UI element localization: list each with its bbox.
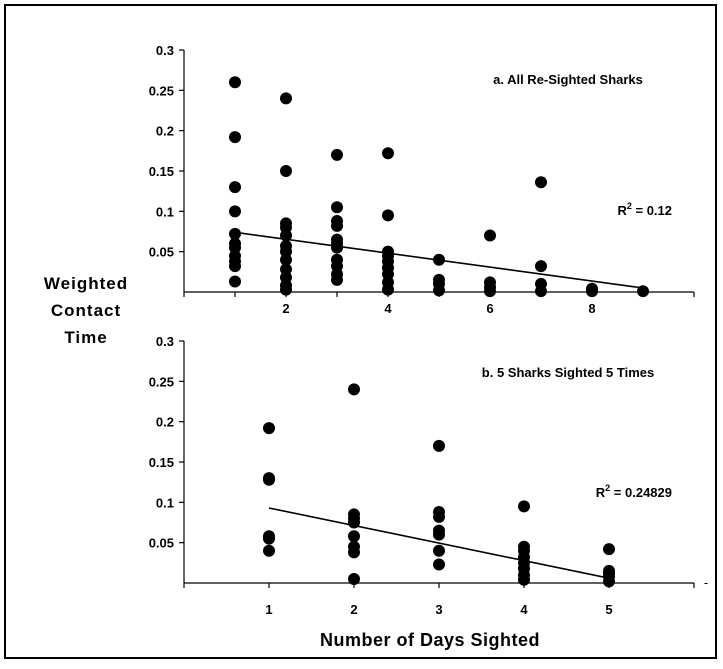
data-point: [229, 260, 241, 273]
data-point: [280, 253, 292, 266]
x-tick-label: 8: [588, 301, 595, 316]
data-point: [433, 284, 445, 297]
figure-border: [4, 4, 717, 659]
y-tick-label: 0.1: [156, 204, 174, 219]
data-point: [433, 253, 445, 266]
r-squared-label: R2 = 0.24829: [596, 483, 672, 500]
data-point: [263, 532, 275, 545]
x-tick-label: 2: [282, 301, 289, 316]
x-tick-label: 6: [486, 301, 493, 316]
r-squared-label: R2 = 0.12: [617, 201, 672, 218]
data-point: [433, 544, 445, 557]
panel-b: 0.05 0.1 0.15 0.2 0.25 0.3 1 2 3 4 5 b. 5 Sharks Si…: [149, 334, 695, 617]
data-point: [348, 516, 360, 529]
y-axis-label-line-2: Contact: [51, 301, 121, 320]
data-point: [348, 546, 360, 559]
data-point: [331, 148, 343, 161]
data-point: [382, 209, 394, 222]
data-point: [637, 285, 649, 298]
data-point: [484, 229, 496, 242]
data-point: [331, 241, 343, 254]
y-tick-label: 0.25: [149, 83, 174, 98]
data-point: [348, 572, 360, 585]
data-point: [433, 510, 445, 523]
data-point: [518, 500, 530, 513]
y-tick-label: 0.25: [149, 374, 174, 389]
data-point: [484, 285, 496, 298]
panel-a: 0.05 0.1 0.15 0.2 0.25 0.3 2 4 6 8 a. All Re-Sight…: [149, 43, 695, 316]
data-point: [331, 201, 343, 214]
y-tick-label: 0.3: [156, 334, 174, 349]
y-tick-label: 0.15: [149, 164, 174, 179]
edge-mark: -: [704, 575, 708, 590]
data-point: [535, 176, 547, 189]
x-tick-label: 4: [520, 602, 528, 617]
data-point: [603, 543, 615, 556]
y-tick-label: 0.15: [149, 455, 174, 470]
y-tick-label: 0.05: [149, 245, 174, 260]
data-point: [263, 544, 275, 557]
data-point: [518, 573, 530, 586]
data-point: [433, 439, 445, 452]
data-point: [433, 528, 445, 541]
data-point: [229, 205, 241, 218]
data-point: [433, 558, 445, 571]
data-point: [280, 283, 292, 296]
y-tick-label: 0.2: [156, 124, 174, 139]
y-tick-label: 0.05: [149, 536, 174, 551]
x-tick-label: 5: [605, 602, 612, 617]
data-point: [348, 530, 360, 543]
y-axis-label-line-3: Time: [64, 328, 107, 347]
data-point: [348, 383, 360, 396]
data-point: [603, 575, 615, 588]
x-tick-label: 1: [265, 602, 272, 617]
data-point: [280, 229, 292, 242]
panel-title: b. 5 Sharks Sighted 5 Times: [482, 365, 654, 380]
panel-title: a. All Re-Sighted Sharks: [493, 72, 643, 87]
data-point: [263, 473, 275, 486]
data-point: [280, 165, 292, 177]
x-tick-label: 4: [384, 301, 392, 316]
x-tick-label: 3: [435, 602, 442, 617]
data-point: [535, 285, 547, 298]
data-point: [331, 273, 343, 286]
y-tick-label: 0.1: [156, 495, 174, 510]
data-point: [229, 181, 241, 194]
data-point: [263, 422, 275, 435]
data-point: [586, 285, 598, 298]
x-axis-label: Number of Days Sighted: [320, 630, 540, 650]
data-point: [382, 283, 394, 296]
data-point: [229, 131, 241, 144]
y-tick-label: 0.2: [156, 415, 174, 430]
data-point: [535, 260, 547, 273]
data-point: [229, 76, 241, 89]
trendline: [268, 507, 610, 579]
data-point: [229, 275, 241, 288]
data-point: [280, 92, 292, 105]
y-axis-label-line-1: Weighted: [44, 274, 128, 293]
y-tick-label: 0.3: [156, 43, 174, 58]
y-axis-label: Weighted Contact Time: [44, 274, 128, 347]
x-tick-label: 2: [350, 602, 357, 617]
data-point: [331, 219, 343, 232]
data-point: [382, 147, 394, 160]
data-point: [229, 227, 241, 240]
